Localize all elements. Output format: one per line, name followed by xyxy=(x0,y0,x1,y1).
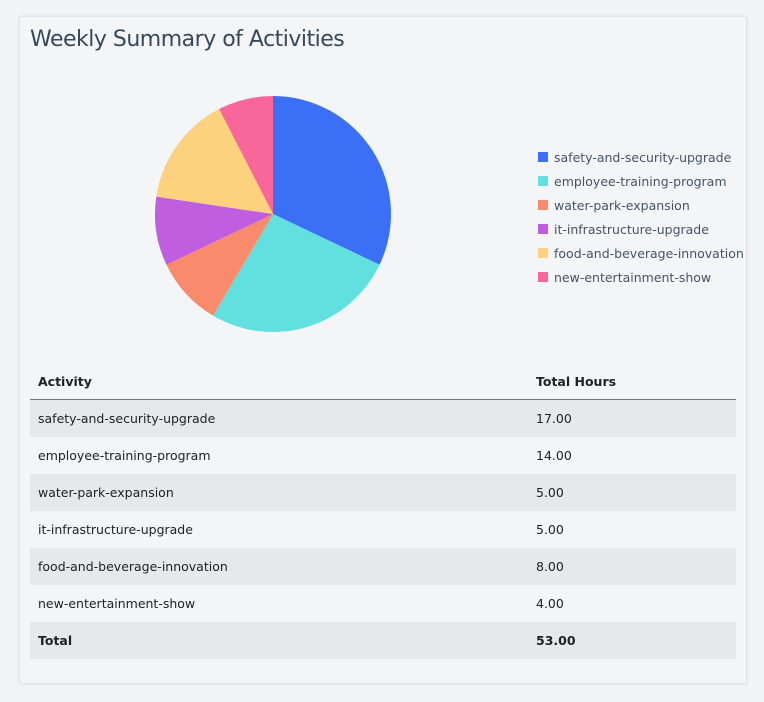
activity-cell: water-park-expansion xyxy=(30,474,528,511)
pie-slice-safety-and-security-upgrade[interactable] xyxy=(273,96,391,265)
table-row: safety-and-security-upgrade 17.00 xyxy=(30,399,736,437)
header-total-hours: Total Hours xyxy=(528,364,736,400)
table-row: water-park-expansion 5.00 xyxy=(30,474,736,511)
pie-slice-employee-training-program[interactable] xyxy=(212,214,380,332)
legend-swatch xyxy=(538,248,548,258)
total-row: Total 53.00 xyxy=(30,622,736,659)
legend-swatch xyxy=(538,272,548,282)
hours-cell: 8.00 xyxy=(528,548,736,585)
legend-swatch xyxy=(538,152,548,162)
legend-item[interactable]: water-park-expansion xyxy=(538,193,744,217)
legend-item[interactable]: new-entertainment-show xyxy=(538,265,744,289)
activity-cell: new-entertainment-show xyxy=(38,596,196,611)
table-row: food-and-beverage-innovation 8.00 xyxy=(30,548,736,585)
pie-chart xyxy=(154,96,391,332)
activity-cell: food-and-beverage-innovation xyxy=(30,548,528,585)
hours-cell: 4.00 xyxy=(536,596,564,611)
table-row: employee-training-program 14.00 xyxy=(30,437,736,474)
chart-legend: safety-and-security-upgrade employee-trai… xyxy=(538,145,744,289)
pie-slice-it-infrastructure-upgrade[interactable] xyxy=(154,196,273,265)
hours-cell: 17.00 xyxy=(528,399,736,437)
total-label: Total xyxy=(30,622,528,659)
page-title: Weekly Summary of Activities xyxy=(30,27,345,52)
activity-cell: employee-training-program xyxy=(38,448,211,463)
legend-item[interactable]: food-and-beverage-innovation xyxy=(538,241,744,265)
legend-label: new-entertainment-show xyxy=(554,269,712,285)
table-row: new-entertainment-show 4.00 xyxy=(30,585,736,622)
activity-cell: it-infrastructure-upgrade xyxy=(38,522,193,537)
table-row: it-infrastructure-upgrade 5.00 xyxy=(30,511,736,548)
header-activity: Activity xyxy=(30,364,528,400)
legend-item[interactable]: it-infrastructure-upgrade xyxy=(538,217,744,241)
legend-label: safety-and-security-upgrade xyxy=(554,149,732,165)
legend-label: food-and-beverage-innovation xyxy=(554,245,744,261)
summary-card: Weekly Summary of Activities safety-and-… xyxy=(19,16,747,684)
total-hours-cell: 53.00 xyxy=(528,622,736,659)
pie-slice-food-and-beverage-innovation[interactable] xyxy=(156,109,273,214)
legend-label: it-infrastructure-upgrade xyxy=(554,221,709,237)
legend-swatch xyxy=(538,176,548,186)
legend-label: employee-training-program xyxy=(554,173,727,189)
activity-cell: safety-and-security-upgrade xyxy=(30,399,528,437)
hours-cell: 14.00 xyxy=(536,448,572,463)
legend-item[interactable]: employee-training-program xyxy=(538,169,744,193)
hours-cell: 5.00 xyxy=(528,474,736,511)
legend-swatch xyxy=(538,224,548,234)
legend-swatch xyxy=(538,200,548,210)
pie-slice-new-entertainment-show[interactable] xyxy=(219,96,273,214)
hours-cell: 5.00 xyxy=(536,522,564,537)
legend-item[interactable]: safety-and-security-upgrade xyxy=(538,145,744,169)
activity-table: Activity Total Hours safety-and-security… xyxy=(30,364,736,659)
legend-label: water-park-expansion xyxy=(554,197,690,213)
pie-slice-water-park-expansion[interactable] xyxy=(166,214,273,316)
